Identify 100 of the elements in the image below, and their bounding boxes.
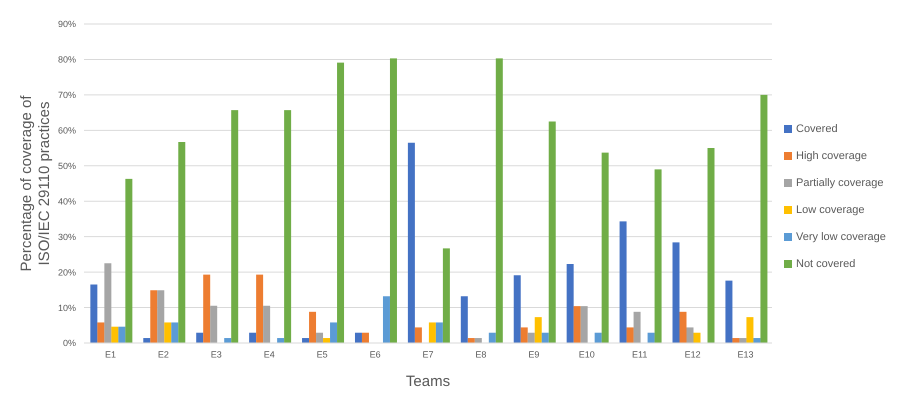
bar — [143, 338, 150, 343]
bar — [496, 58, 503, 343]
bar — [602, 152, 609, 343]
bar — [460, 296, 468, 343]
bar — [408, 142, 415, 343]
bar — [330, 322, 338, 343]
bar — [382, 296, 390, 343]
x-tick-label: E9 — [528, 349, 540, 360]
bar — [468, 338, 475, 343]
x-tick-label: E4 — [264, 349, 275, 360]
bar — [760, 94, 768, 343]
y-tick-label: 0% — [62, 338, 76, 348]
bar — [210, 306, 218, 343]
bar — [171, 322, 178, 343]
bar — [436, 322, 443, 343]
bar — [125, 178, 132, 343]
x-tick-label: E7 — [422, 349, 434, 360]
bar — [309, 312, 316, 343]
y-tick-label: 70% — [58, 90, 76, 100]
bar — [277, 338, 284, 343]
bar — [680, 312, 687, 343]
bar — [725, 280, 732, 343]
bar — [694, 332, 701, 343]
legend-label: Covered — [796, 122, 838, 137]
bar — [249, 332, 256, 343]
bar — [753, 338, 760, 343]
bar — [442, 248, 450, 343]
bar — [284, 110, 292, 343]
bar — [594, 332, 602, 343]
bar — [231, 110, 238, 343]
bar — [354, 332, 362, 343]
bar — [224, 338, 232, 343]
bar — [542, 332, 549, 343]
bar — [150, 290, 158, 343]
bar — [302, 338, 310, 343]
bar — [390, 58, 397, 343]
y-axis-title: Percentage of coverage of ISO/IEC 29110 practices — [18, 94, 53, 272]
bar — [528, 332, 535, 343]
x-tick-label: E13 — [738, 349, 754, 360]
bar — [90, 284, 98, 343]
x-tick-label: E2 — [158, 349, 169, 360]
bar — [488, 332, 496, 343]
y-tick-label: 60% — [58, 126, 76, 136]
y-tick-label: 30% — [58, 232, 76, 242]
y-tick-label: 10% — [58, 302, 76, 313]
x-axis-title: Teams — [406, 373, 450, 390]
legend-label: Partially coverage — [796, 176, 884, 191]
legend-label: Low coverage — [796, 203, 864, 218]
x-tick-label: E1 — [104, 349, 116, 360]
legend-label: Not covered — [796, 257, 856, 272]
bar — [626, 327, 634, 343]
bar — [739, 338, 746, 343]
bar — [104, 263, 112, 343]
bar — [118, 326, 126, 343]
bar — [634, 312, 641, 343]
x-tick-label: E3 — [210, 349, 222, 360]
bar — [428, 322, 436, 343]
legend-label: Very low coverage — [796, 230, 886, 245]
x-tick-label: E12 — [684, 349, 701, 360]
bar — [263, 306, 270, 343]
bar — [580, 306, 588, 343]
bar — [157, 290, 164, 343]
y-tick-label: 20% — [58, 267, 76, 278]
bar — [514, 275, 521, 343]
bar — [97, 322, 104, 343]
bar — [337, 62, 344, 343]
y-tick-label: 80% — [58, 54, 76, 65]
x-tick-label: E5 — [316, 349, 328, 360]
bar — [548, 121, 556, 343]
bar — [566, 264, 574, 343]
bar — [672, 242, 680, 343]
y-tick-label: 90% — [58, 19, 76, 30]
bar — [708, 148, 715, 343]
bar — [362, 332, 369, 343]
bar — [196, 332, 204, 343]
x-tick-label: E8 — [475, 349, 486, 360]
bar — [746, 317, 754, 343]
y-tick-label: 50% — [58, 160, 76, 171]
bar — [686, 327, 694, 343]
bar — [620, 221, 627, 343]
bar — [323, 338, 330, 343]
y-tick-label: 40% — [58, 196, 76, 206]
bar — [178, 142, 186, 343]
x-tick-label: E11 — [632, 349, 648, 360]
bar — [203, 274, 210, 343]
bar — [474, 338, 482, 343]
x-tick-label: E6 — [370, 349, 381, 360]
bar — [534, 317, 542, 343]
bar — [648, 332, 655, 343]
bar — [414, 327, 422, 343]
bar — [520, 327, 528, 343]
legend-label: High coverage — [796, 149, 867, 164]
bar — [574, 306, 581, 343]
bar — [111, 326, 118, 343]
bar — [164, 322, 172, 343]
x-tick-label: E10 — [578, 349, 595, 360]
bar — [654, 169, 662, 343]
bar — [316, 332, 324, 343]
bar — [256, 274, 264, 343]
bar — [732, 338, 740, 343]
